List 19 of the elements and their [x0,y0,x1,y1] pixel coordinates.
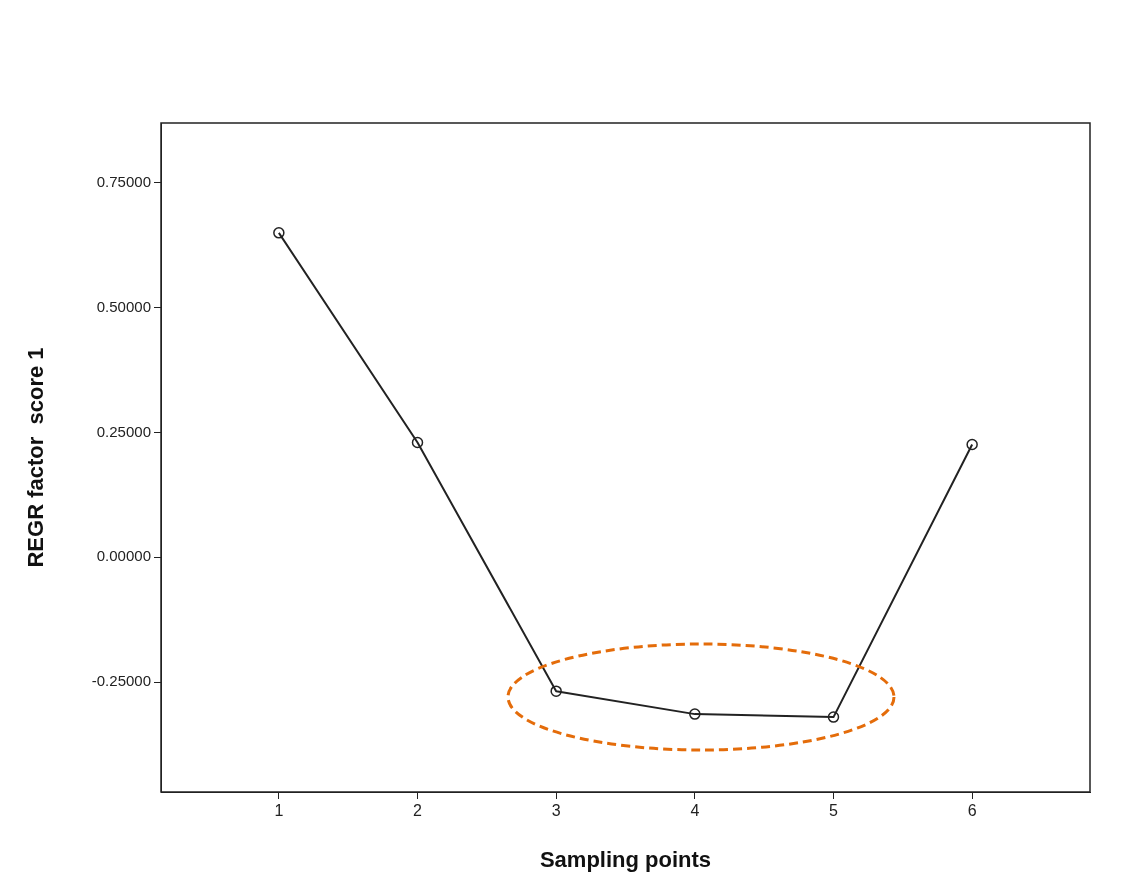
point [966,438,978,451]
point [411,436,424,449]
x-tick-label: 1 [274,802,284,820]
point [827,711,840,723]
y-tick-label: 0.25000 [96,422,151,440]
point [550,685,562,697]
x-tick-label: 2 [413,802,423,820]
point [689,708,701,720]
y-tick-label: -0.25000 [91,672,151,690]
x-tick-label: 6 [967,802,977,820]
y-axis-title: REGR factor score 1 [23,347,49,568]
y-tick-label: 0.00000 [96,547,151,565]
x-axis-title: Sampling points [539,846,712,872]
x-tick-label: 3 [551,802,561,820]
x-tick-label: 4 [690,802,700,820]
point [273,227,285,239]
x-tick-label: 5 [829,802,839,820]
y-tick-label: 0.50000 [96,297,151,315]
y-tick-label: 0.75000 [96,173,151,191]
